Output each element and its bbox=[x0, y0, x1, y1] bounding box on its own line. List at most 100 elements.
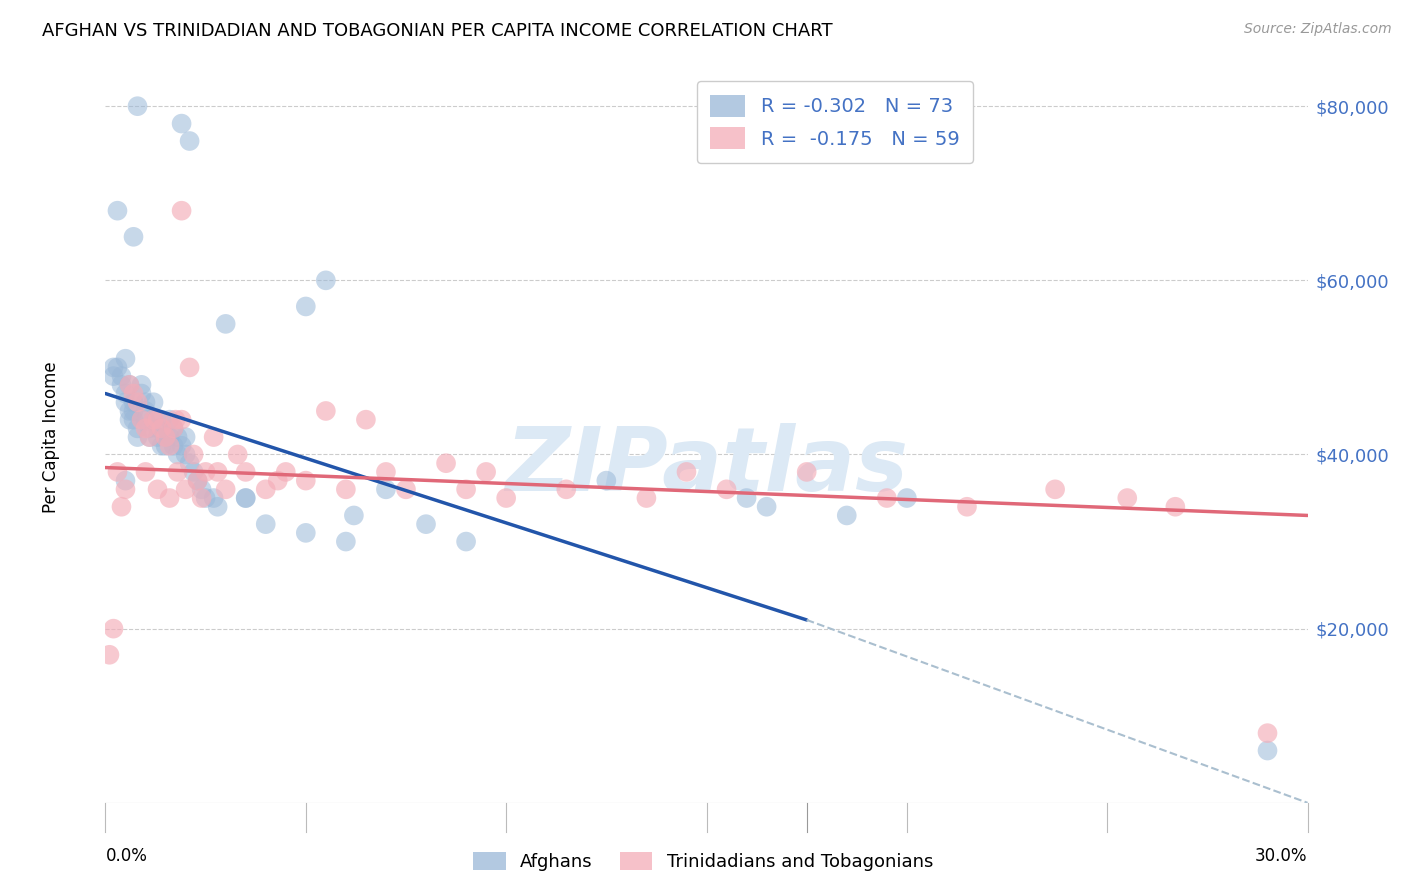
Point bbox=[636, 491, 658, 505]
Point bbox=[214, 317, 236, 331]
Point bbox=[155, 439, 177, 453]
Point bbox=[170, 117, 193, 131]
Point bbox=[335, 483, 357, 497]
Point bbox=[835, 508, 858, 523]
Point bbox=[170, 412, 193, 426]
Point bbox=[374, 483, 398, 497]
Point bbox=[1164, 500, 1187, 514]
Point bbox=[267, 474, 290, 488]
Point bbox=[159, 412, 181, 426]
Point bbox=[395, 483, 418, 497]
Point bbox=[150, 421, 173, 435]
Point bbox=[735, 491, 758, 505]
Point bbox=[214, 483, 236, 497]
Point bbox=[142, 412, 165, 426]
Point bbox=[107, 360, 129, 375]
Point bbox=[131, 377, 153, 392]
Text: ZIPatlas: ZIPatlas bbox=[505, 423, 908, 510]
Point bbox=[146, 412, 169, 426]
Point bbox=[118, 377, 141, 392]
Point bbox=[207, 465, 229, 479]
Point bbox=[159, 491, 181, 505]
Point bbox=[114, 395, 136, 409]
Point bbox=[122, 386, 145, 401]
Point bbox=[110, 369, 132, 384]
Point bbox=[159, 430, 181, 444]
Point bbox=[595, 474, 617, 488]
Point bbox=[796, 465, 818, 479]
Point bbox=[354, 412, 377, 426]
Point bbox=[1257, 743, 1279, 757]
Point bbox=[187, 474, 209, 488]
Point bbox=[135, 465, 157, 479]
Point bbox=[235, 465, 257, 479]
Point bbox=[135, 412, 157, 426]
Point bbox=[1043, 483, 1066, 497]
Point bbox=[107, 203, 129, 218]
Point bbox=[162, 421, 184, 435]
Point bbox=[183, 465, 205, 479]
Point bbox=[114, 386, 136, 401]
Point bbox=[374, 465, 398, 479]
Point bbox=[179, 360, 201, 375]
Point bbox=[131, 412, 153, 426]
Point bbox=[295, 474, 318, 488]
Point bbox=[555, 483, 578, 497]
Point bbox=[190, 491, 212, 505]
Point bbox=[254, 517, 277, 532]
Point bbox=[254, 483, 277, 497]
Point bbox=[103, 622, 125, 636]
Point bbox=[475, 465, 498, 479]
Point bbox=[202, 430, 225, 444]
Point bbox=[190, 483, 212, 497]
Point bbox=[127, 395, 149, 409]
Point bbox=[174, 448, 197, 462]
Point bbox=[162, 421, 184, 435]
Point bbox=[207, 500, 229, 514]
Point bbox=[415, 517, 437, 532]
Point bbox=[138, 421, 160, 435]
Point bbox=[155, 430, 177, 444]
Point bbox=[274, 465, 297, 479]
Point bbox=[135, 404, 157, 418]
Point bbox=[114, 483, 136, 497]
Point bbox=[755, 500, 778, 514]
Point bbox=[235, 491, 257, 505]
Point bbox=[315, 273, 337, 287]
Point bbox=[716, 483, 738, 497]
Point bbox=[150, 412, 173, 426]
Point bbox=[896, 491, 918, 505]
Point bbox=[170, 439, 193, 453]
Point bbox=[114, 351, 136, 366]
Legend: R = -0.302   N = 73, R =  -0.175   N = 59: R = -0.302 N = 73, R = -0.175 N = 59 bbox=[697, 81, 973, 163]
Point bbox=[170, 203, 193, 218]
Point bbox=[110, 377, 132, 392]
Point bbox=[118, 377, 141, 392]
Point bbox=[1116, 491, 1139, 505]
Point bbox=[454, 483, 477, 497]
Point bbox=[166, 430, 188, 444]
Point bbox=[235, 491, 257, 505]
Point bbox=[194, 465, 217, 479]
Point bbox=[166, 448, 188, 462]
Point bbox=[675, 465, 697, 479]
Point bbox=[165, 412, 187, 426]
Point bbox=[142, 412, 165, 426]
Text: Source: ZipAtlas.com: Source: ZipAtlas.com bbox=[1244, 22, 1392, 37]
Text: AFGHAN VS TRINIDADIAN AND TOBAGONIAN PER CAPITA INCOME CORRELATION CHART: AFGHAN VS TRINIDADIAN AND TOBAGONIAN PER… bbox=[42, 22, 832, 40]
Point bbox=[146, 430, 169, 444]
Text: 0.0%: 0.0% bbox=[105, 847, 148, 864]
Point bbox=[343, 508, 366, 523]
Point bbox=[226, 448, 249, 462]
Point bbox=[315, 404, 337, 418]
Point bbox=[495, 491, 517, 505]
Point bbox=[142, 395, 165, 409]
Point bbox=[876, 491, 898, 505]
Point bbox=[295, 300, 318, 314]
Point bbox=[295, 525, 318, 540]
Point bbox=[434, 456, 457, 470]
Point bbox=[122, 229, 145, 244]
Point bbox=[118, 412, 141, 426]
Point bbox=[146, 483, 169, 497]
Point bbox=[454, 534, 477, 549]
